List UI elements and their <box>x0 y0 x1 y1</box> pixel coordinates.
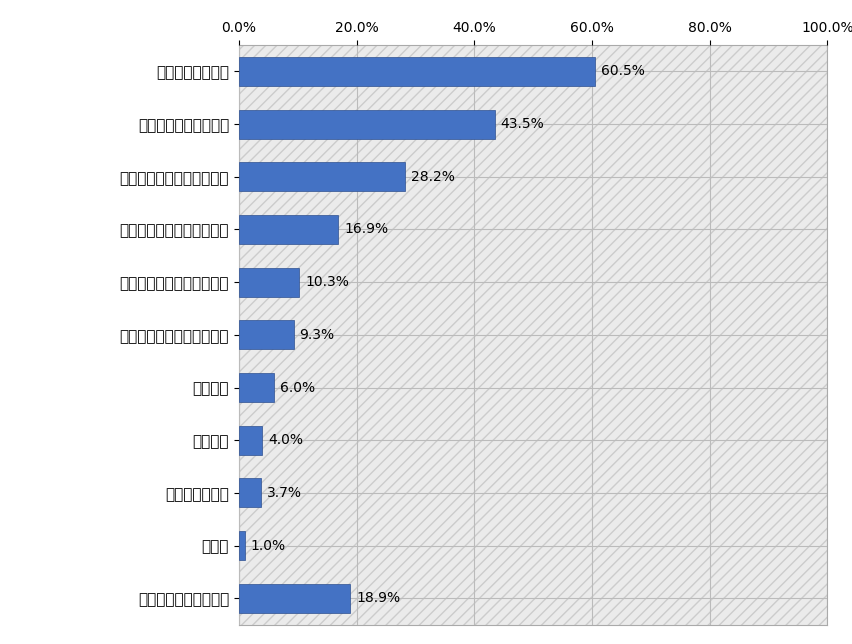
Text: 16.9%: 16.9% <box>344 222 388 236</box>
Bar <box>239 215 338 244</box>
Bar <box>239 57 594 86</box>
Text: 3.7%: 3.7% <box>266 486 301 500</box>
Bar <box>239 478 261 507</box>
Bar <box>239 109 494 138</box>
Bar <box>239 531 245 560</box>
Text: 9.3%: 9.3% <box>299 328 334 342</box>
Bar <box>239 373 273 402</box>
Bar <box>239 162 405 191</box>
Text: 10.3%: 10.3% <box>305 275 348 289</box>
Text: 6.0%: 6.0% <box>279 381 314 395</box>
Bar <box>239 584 349 613</box>
Bar <box>239 268 299 297</box>
Text: 1.0%: 1.0% <box>250 538 285 553</box>
Text: 28.2%: 28.2% <box>410 170 454 184</box>
Bar <box>239 321 293 349</box>
Bar <box>239 426 262 455</box>
Text: 60.5%: 60.5% <box>600 64 644 79</box>
Text: 43.5%: 43.5% <box>500 117 544 131</box>
Text: 4.0%: 4.0% <box>268 433 303 448</box>
Text: 18.9%: 18.9% <box>355 591 400 605</box>
